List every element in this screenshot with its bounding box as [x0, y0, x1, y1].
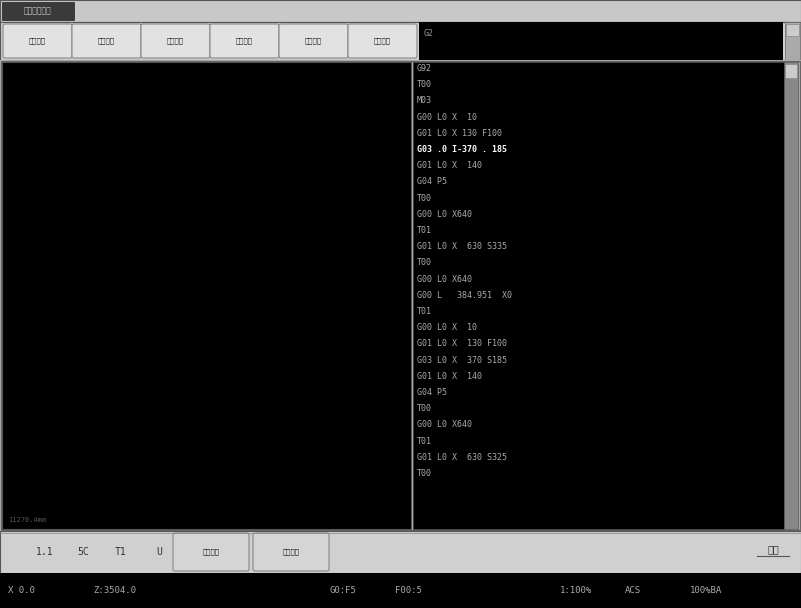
Text: X 0.0: X 0.0	[8, 586, 35, 595]
Text: U: U	[156, 547, 162, 557]
Text: 主轴倍率: 主轴倍率	[283, 548, 300, 555]
Text: T01: T01	[417, 226, 432, 235]
Bar	[0, 22, 801, 60]
FancyBboxPatch shape	[72, 24, 141, 58]
Bar	[785, 64, 797, 78]
Text: T1: T1	[115, 547, 127, 557]
Text: G0:F5: G0:F5	[330, 586, 357, 595]
Text: G00 L0 X  10: G00 L0 X 10	[417, 112, 477, 122]
Bar	[419, 22, 783, 60]
Text: G00 L0 X640: G00 L0 X640	[417, 275, 472, 283]
Text: 测量模式: 测量模式	[236, 38, 253, 44]
Text: 进给倍率: 进给倍率	[203, 548, 219, 555]
Text: G03 L0 X  370 S185: G03 L0 X 370 S185	[417, 356, 507, 365]
Text: Z:3504.0: Z:3504.0	[93, 586, 136, 595]
Text: T00: T00	[417, 469, 432, 478]
Text: G04 P5: G04 P5	[417, 388, 447, 397]
Text: 1:100%: 1:100%	[560, 586, 592, 595]
Text: T01: T01	[417, 307, 432, 316]
Bar	[413, 62, 784, 529]
Text: 缩放模式: 缩放模式	[167, 38, 184, 44]
Text: G2: G2	[424, 29, 434, 38]
Bar	[1, 61, 800, 530]
Text: 急停: 急停	[767, 544, 779, 554]
Text: G00 L0 X640: G00 L0 X640	[417, 210, 472, 219]
FancyBboxPatch shape	[210, 24, 279, 58]
Text: G01 L0 X  130 F100: G01 L0 X 130 F100	[417, 339, 507, 348]
Text: M03: M03	[417, 97, 432, 105]
Text: 平移模式: 平移模式	[29, 38, 46, 44]
Text: G01 L0 X  630 S325: G01 L0 X 630 S325	[417, 453, 507, 462]
Bar	[0, 60, 801, 531]
Text: G01 L0 X 130 F100: G01 L0 X 130 F100	[417, 129, 502, 138]
Text: ACS: ACS	[625, 586, 641, 595]
Text: 1.1: 1.1	[36, 547, 54, 557]
Text: 旋转模式: 旋转模式	[98, 38, 115, 44]
FancyBboxPatch shape	[279, 24, 348, 58]
Text: T00: T00	[417, 258, 432, 268]
FancyBboxPatch shape	[141, 24, 210, 58]
Bar	[785, 22, 800, 60]
Bar	[784, 62, 798, 529]
Text: G01 L0 X  140: G01 L0 X 140	[417, 161, 482, 170]
Bar	[2, 2, 74, 20]
Text: T00: T00	[417, 193, 432, 202]
Text: G00 L0 X640: G00 L0 X640	[417, 420, 472, 429]
Text: 导入模型: 导入模型	[374, 38, 391, 44]
Text: 数控装置装置: 数控装置装置	[24, 7, 52, 15]
Text: G01 L0 X  140: G01 L0 X 140	[417, 372, 482, 381]
FancyBboxPatch shape	[173, 533, 249, 571]
Text: T01: T01	[417, 437, 432, 446]
Text: G92: G92	[417, 64, 432, 73]
FancyBboxPatch shape	[348, 24, 417, 58]
Text: T00: T00	[417, 80, 432, 89]
Bar	[0, 531, 801, 573]
Text: T00: T00	[417, 404, 432, 413]
Text: F00:5: F00:5	[395, 586, 422, 595]
FancyBboxPatch shape	[253, 533, 329, 571]
Text: G01 L0 X  630 S335: G01 L0 X 630 S335	[417, 242, 507, 251]
Text: 11270.4mm: 11270.4mm	[8, 517, 46, 523]
Text: G00 L   384.951  X0: G00 L 384.951 X0	[417, 291, 512, 300]
Bar	[0, 573, 801, 608]
Bar	[786, 24, 799, 36]
Text: G03 .0 I-370 . 185: G03 .0 I-370 . 185	[417, 145, 507, 154]
Text: 5C: 5C	[77, 547, 89, 557]
Bar	[0, 0, 801, 22]
Text: G04 P5: G04 P5	[417, 178, 447, 187]
Text: 渲染模式: 渲染模式	[305, 38, 322, 44]
Text: G00 L0 X  10: G00 L0 X 10	[417, 323, 477, 332]
Bar	[2, 62, 411, 529]
Text: 100%BA: 100%BA	[690, 586, 723, 595]
FancyBboxPatch shape	[3, 24, 72, 58]
